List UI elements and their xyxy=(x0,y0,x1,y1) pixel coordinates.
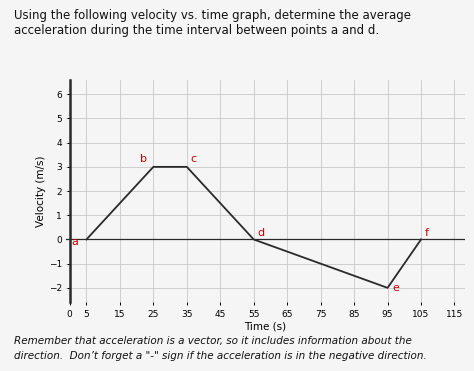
Text: b: b xyxy=(140,154,147,164)
Text: d: d xyxy=(258,227,265,237)
Text: e: e xyxy=(392,283,400,293)
Text: f: f xyxy=(425,227,429,237)
Text: Remember that acceleration is a vector, so it includes information about the: Remember that acceleration is a vector, … xyxy=(14,336,412,346)
Y-axis label: Velocity (m/s): Velocity (m/s) xyxy=(36,155,46,227)
Text: Using the following velocity vs. time graph, determine the average: Using the following velocity vs. time gr… xyxy=(14,9,411,22)
X-axis label: Time (s): Time (s) xyxy=(245,322,286,332)
Text: acceleration during the time interval between points a and d.: acceleration during the time interval be… xyxy=(14,24,379,37)
Text: a: a xyxy=(72,237,78,247)
Text: direction.  Don’t forget a "-" sign if the acceleration is in the negative direc: direction. Don’t forget a "-" sign if th… xyxy=(14,351,427,361)
Text: c: c xyxy=(191,154,197,164)
